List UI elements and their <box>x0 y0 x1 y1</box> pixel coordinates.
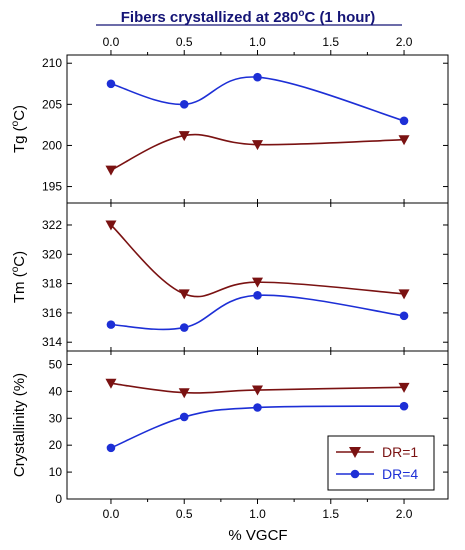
data-point-dr1 <box>178 289 190 300</box>
legend-label-dr4: DR=4 <box>382 466 418 482</box>
data-point-dr4 <box>106 443 116 453</box>
y-axis-tick-label: 200 <box>42 138 62 152</box>
data-point-dr1 <box>252 277 263 288</box>
legend-label-dr1: DR=1 <box>382 444 418 460</box>
data-point-dr4 <box>106 320 116 329</box>
y-axis-tick-label: 0 <box>55 492 62 506</box>
data-point-dr1 <box>252 385 263 396</box>
panel-crystallinity-ylabel: Crystallinity (%) <box>11 373 28 477</box>
y-axis-tick-label: 322 <box>42 218 62 232</box>
legend-marker-dr4 <box>350 469 360 479</box>
top-axis-tick-label: 1.0 <box>249 35 266 49</box>
y-axis-tick-label: 10 <box>49 465 63 479</box>
y-axis-tick-label: 210 <box>42 56 62 70</box>
y-axis-tick-label: 314 <box>42 335 62 349</box>
data-point-dr4 <box>399 401 409 411</box>
panel-tg-ylabel: Tg (oC) <box>10 105 28 153</box>
x-axis-tick-label: 0.5 <box>176 507 193 521</box>
legend: DR=1 DR=4 <box>327 435 435 491</box>
data-point-dr1 <box>252 140 263 151</box>
x-axis-tick-label: 1.0 <box>249 507 266 521</box>
y-axis-tick-label: 195 <box>42 180 62 194</box>
data-point-dr1 <box>178 131 190 142</box>
x-axis-tick-label: 1.5 <box>322 507 339 521</box>
x-axis-tick-label: 2.0 <box>396 507 413 521</box>
y-axis-tick-label: 316 <box>42 306 62 320</box>
legend-marker-dr1 <box>349 447 361 458</box>
data-point-dr4 <box>253 291 262 300</box>
series-line-dr4 <box>110 76 405 122</box>
x-axis-tick-label: 0.0 <box>103 507 120 521</box>
series-line-dr4 <box>110 294 405 331</box>
panel-tm-ylabel: Tm (oC) <box>10 251 28 303</box>
series-line-dr1 <box>110 133 405 171</box>
x-axis-label: % VGCF <box>228 527 287 544</box>
data-point-dr4 <box>179 412 189 422</box>
data-point-dr4 <box>179 100 189 109</box>
series-line-dr1 <box>110 382 405 394</box>
data-point-dr1 <box>105 220 117 231</box>
data-point-dr1 <box>105 165 117 176</box>
y-axis-tick-label: 40 <box>49 384 63 398</box>
data-point-dr1 <box>105 378 117 389</box>
top-axis-tick-label: 0.5 <box>176 35 193 49</box>
data-point-dr4 <box>106 79 116 89</box>
data-point-dr1 <box>178 388 190 399</box>
y-axis-tick-label: 50 <box>49 357 63 371</box>
y-axis-tick-label: 30 <box>49 411 63 425</box>
y-axis-tick-label: 205 <box>42 97 62 111</box>
top-axis-tick-label: 2.0 <box>396 35 413 49</box>
data-point-dr4 <box>253 403 262 412</box>
top-axis-title: Fibers crystallized at 280oC (1 hour) <box>121 8 376 26</box>
top-title-degree: o <box>298 8 304 19</box>
chart-marks: 0.00.00.50.51.01.01.51.52.02.02102052001… <box>42 35 448 521</box>
top-axis-tick-label: 1.5 <box>322 35 339 49</box>
data-point-dr4 <box>399 311 409 321</box>
y-axis-tick-label: 318 <box>42 277 62 291</box>
legend-box <box>327 435 435 491</box>
y-axis-tick-label: 320 <box>42 247 62 261</box>
data-point-dr4 <box>179 323 189 332</box>
data-point-dr4 <box>399 116 409 126</box>
data-point-dr1 <box>398 289 410 300</box>
data-point-dr4 <box>253 72 262 82</box>
y-axis-tick-label: 20 <box>49 438 63 452</box>
top-axis-tick-label: 0.0 <box>103 35 120 49</box>
data-point-dr1 <box>398 382 410 393</box>
series-line-dr4 <box>110 405 405 449</box>
panel-tm-frame <box>66 202 449 352</box>
data-point-dr1 <box>398 135 410 146</box>
series-line-dr1 <box>110 224 405 298</box>
